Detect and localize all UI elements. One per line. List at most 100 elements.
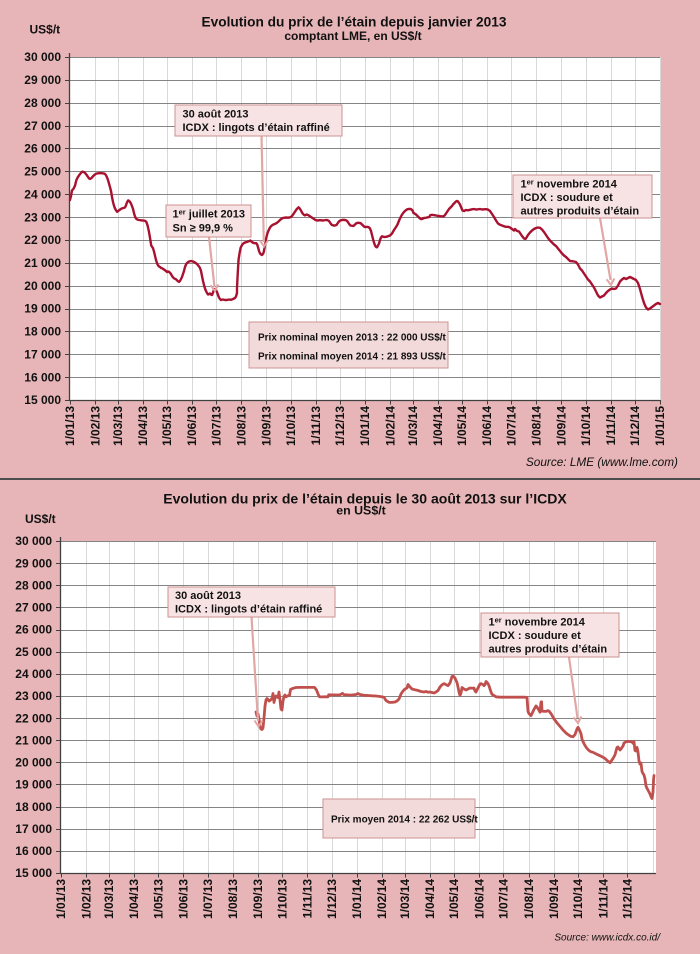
svg-text:25 000: 25 000 <box>24 165 61 179</box>
svg-text:1/03/13: 1/03/13 <box>102 879 116 919</box>
svg-text:1/11/14: 1/11/14 <box>596 879 610 919</box>
svg-text:1/01/15: 1/01/15 <box>653 406 667 446</box>
svg-text:1/06/14: 1/06/14 <box>480 406 494 446</box>
svg-text:1/12/14: 1/12/14 <box>621 879 635 919</box>
svg-text:US$/t: US$/t <box>25 512 56 526</box>
svg-text:1/08/13: 1/08/13 <box>235 406 249 446</box>
svg-text:1er novembre 2014: 1er novembre 2014 <box>489 616 586 629</box>
svg-text:15 000: 15 000 <box>24 393 61 407</box>
svg-text:30 000: 30 000 <box>24 50 61 64</box>
svg-text:15 000: 15 000 <box>15 866 52 880</box>
svg-text:1/08/14: 1/08/14 <box>530 406 544 446</box>
svg-text:1/10/14: 1/10/14 <box>579 406 593 446</box>
svg-text:17 000: 17 000 <box>24 348 61 362</box>
svg-text:en US$/t: en US$/t <box>336 504 386 518</box>
svg-text:1/09/13: 1/09/13 <box>251 879 265 919</box>
svg-text:1/03/14: 1/03/14 <box>406 406 420 446</box>
svg-text:23 000: 23 000 <box>24 210 61 224</box>
svg-text:1/05/14: 1/05/14 <box>455 406 469 446</box>
svg-text:1/02/13: 1/02/13 <box>88 406 102 446</box>
svg-text:1/11/13: 1/11/13 <box>301 879 315 919</box>
svg-text:18 000: 18 000 <box>24 325 61 339</box>
svg-text:1/06/13: 1/06/13 <box>177 879 191 919</box>
svg-text:Source: LME (www.lme.com): Source: LME (www.lme.com) <box>526 455 678 469</box>
svg-text:1/09/14: 1/09/14 <box>555 406 569 446</box>
svg-text:21 000: 21 000 <box>15 733 52 747</box>
svg-text:16 000: 16 000 <box>15 844 52 858</box>
svg-text:1/02/14: 1/02/14 <box>383 406 397 446</box>
svg-text:1/05/13: 1/05/13 <box>160 406 174 446</box>
svg-text:30 000: 30 000 <box>15 534 52 548</box>
svg-text:1er novembre 2014: 1er novembre 2014 <box>521 178 618 191</box>
svg-text:Sn ≥ 99,9 %: Sn ≥ 99,9 % <box>173 223 234 235</box>
svg-text:28 000: 28 000 <box>15 579 52 593</box>
svg-text:21 000: 21 000 <box>24 256 61 270</box>
svg-text:1/03/13: 1/03/13 <box>111 406 125 446</box>
svg-text:comptant LME, en US$/t: comptant LME, en US$/t <box>284 29 421 43</box>
svg-text:24 000: 24 000 <box>15 667 52 681</box>
svg-text:26 000: 26 000 <box>15 623 52 637</box>
svg-text:27 000: 27 000 <box>15 601 52 615</box>
svg-text:Prix moyen 2014 : 22 262 US$: Prix moyen 2014 : 22 262 US$/t <box>331 815 478 826</box>
svg-text:25 000: 25 000 <box>15 645 52 659</box>
svg-text:1/11/14: 1/11/14 <box>604 406 618 446</box>
svg-text:30 août 2013: 30 août 2013 <box>175 590 241 602</box>
svg-text:1/07/14: 1/07/14 <box>505 406 519 446</box>
svg-text:ICDX : soudure et: ICDX : soudure et <box>489 630 582 642</box>
svg-text:24 000: 24 000 <box>24 187 61 201</box>
svg-text:1/06/13: 1/06/13 <box>185 406 199 446</box>
svg-text:1/05/14: 1/05/14 <box>447 879 461 919</box>
svg-text:1/12/13: 1/12/13 <box>325 879 339 919</box>
svg-text:1/12/13: 1/12/13 <box>333 406 347 446</box>
svg-text:US$/t: US$/t <box>30 23 61 37</box>
svg-text:Prix nominal moyen 2013 : 22: Prix nominal moyen 2013 : 22 000 US$/t <box>258 333 447 344</box>
svg-text:1/01/14: 1/01/14 <box>358 406 372 446</box>
svg-text:28 000: 28 000 <box>24 96 61 110</box>
svg-text:29 000: 29 000 <box>15 556 52 570</box>
svg-text:autres produits d’étain: autres produits d’étain <box>521 206 640 218</box>
svg-text:1/01/14: 1/01/14 <box>350 879 364 919</box>
svg-text:Evolution du prix de l’étain d: Evolution du prix de l’étain depuis janv… <box>201 15 506 30</box>
svg-text:Source: www.icdx.co.id/: Source: www.icdx.co.id/ <box>554 933 661 944</box>
svg-text:1/07/13: 1/07/13 <box>210 406 224 446</box>
svg-text:1/04/14: 1/04/14 <box>431 406 445 446</box>
svg-text:ICDX : lingots d’étain raffin: ICDX : lingots d’étain raffiné <box>183 122 330 134</box>
svg-text:Evolution du prix de l’étain d: Evolution du prix de l’étain depuis le 3… <box>163 491 567 507</box>
svg-text:23 000: 23 000 <box>15 689 52 703</box>
svg-text:1/02/13: 1/02/13 <box>79 879 93 919</box>
svg-text:1/01/13: 1/01/13 <box>63 406 77 446</box>
svg-text:20 000: 20 000 <box>15 756 52 770</box>
svg-text:ICDX : soudure et: ICDX : soudure et <box>521 192 614 204</box>
svg-text:17 000: 17 000 <box>15 822 52 836</box>
svg-text:20 000: 20 000 <box>24 279 61 293</box>
svg-text:1/09/14: 1/09/14 <box>547 879 561 919</box>
svg-text:1/10/13: 1/10/13 <box>284 406 298 446</box>
svg-text:1/04/14: 1/04/14 <box>423 879 437 919</box>
svg-text:19 000: 19 000 <box>24 302 61 316</box>
svg-text:30 août 2013: 30 août 2013 <box>183 109 249 121</box>
svg-text:1/02/14: 1/02/14 <box>375 879 389 919</box>
svg-text:1/04/13: 1/04/13 <box>127 879 141 919</box>
svg-text:18 000: 18 000 <box>15 800 52 814</box>
svg-text:22 000: 22 000 <box>24 233 61 247</box>
svg-text:1/12/14: 1/12/14 <box>628 406 642 446</box>
svg-text:1/05/13: 1/05/13 <box>151 879 165 919</box>
svg-text:1er juillet 2013: 1er juillet 2013 <box>173 208 246 221</box>
svg-text:1/07/13: 1/07/13 <box>201 879 215 919</box>
svg-text:1/04/13: 1/04/13 <box>136 406 150 446</box>
svg-text:26 000: 26 000 <box>24 142 61 156</box>
svg-text:1/01/13: 1/01/13 <box>54 879 68 919</box>
svg-text:1/11/13: 1/11/13 <box>309 406 323 446</box>
svg-text:ICDX : lingots d’étain raffin: ICDX : lingots d’étain raffiné <box>175 604 322 616</box>
svg-text:1/06/14: 1/06/14 <box>472 879 486 919</box>
svg-text:16 000: 16 000 <box>24 370 61 384</box>
svg-text:22 000: 22 000 <box>15 711 52 725</box>
svg-text:1/10/14: 1/10/14 <box>571 879 585 919</box>
svg-text:1/03/14: 1/03/14 <box>398 879 412 919</box>
svg-text:1/09/13: 1/09/13 <box>260 406 274 446</box>
svg-text:19 000: 19 000 <box>15 778 52 792</box>
svg-text:Prix nominal moyen 2014 : 21: Prix nominal moyen 2014 : 21 893 US$/t <box>258 352 447 363</box>
svg-text:29 000: 29 000 <box>24 73 61 87</box>
svg-text:27 000: 27 000 <box>24 119 61 133</box>
svg-text:1/10/13: 1/10/13 <box>275 879 289 919</box>
